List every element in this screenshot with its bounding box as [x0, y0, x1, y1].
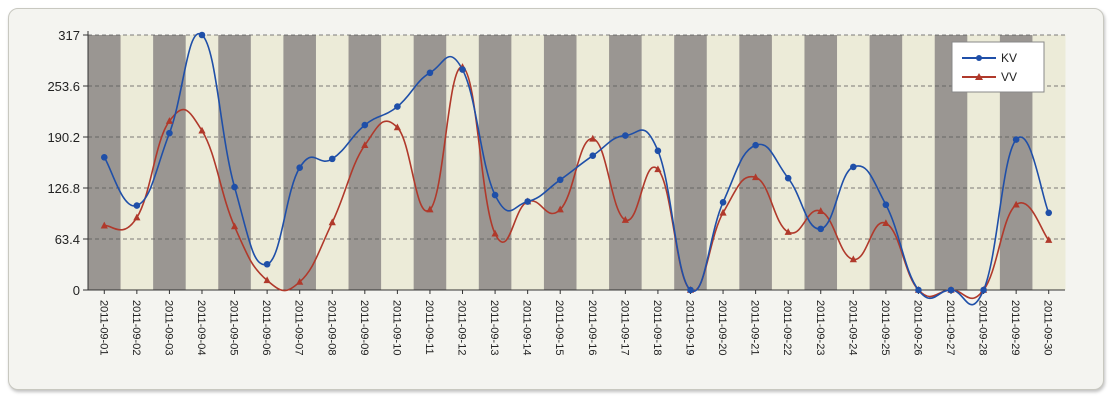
- data-point-kv: [231, 184, 238, 191]
- data-point-kv: [101, 154, 108, 161]
- y-tick-label: 63.4: [55, 232, 80, 247]
- stripe-24: [837, 35, 870, 290]
- data-point-kv: [264, 261, 271, 268]
- stripe-9: [349, 35, 382, 290]
- y-tick-label: 190.2: [47, 130, 80, 145]
- x-tick-label: 2011-09-01: [97, 300, 109, 355]
- legend-box: [952, 42, 1044, 92]
- x-tick-label: 2011-09-06: [260, 300, 272, 355]
- data-point-kv: [1045, 209, 1052, 216]
- stripe-23: [804, 35, 837, 290]
- stripe-25: [870, 35, 903, 290]
- data-point-kv: [883, 201, 890, 208]
- data-point-kv: [915, 287, 922, 294]
- x-tick-label: 2011-09-22: [781, 300, 793, 355]
- stripe-14: [511, 35, 544, 290]
- legend: KV VV: [952, 42, 1044, 92]
- stripe-3: [153, 35, 186, 290]
- x-tick-label: 2011-09-08: [325, 300, 337, 355]
- data-point-kv: [622, 132, 629, 139]
- data-point-kv: [134, 202, 141, 209]
- x-tick-label: 2011-09-30: [1042, 300, 1054, 355]
- x-tick-label: 2011-09-03: [162, 300, 174, 355]
- x-tick-label: 2011-09-09: [358, 300, 370, 355]
- x-tick-label: 2011-09-27: [944, 300, 956, 355]
- x-tick-label: 2011-09-05: [228, 300, 240, 355]
- x-tick-label: 2011-09-07: [293, 300, 305, 355]
- x-tick-label: 2011-09-18: [651, 300, 663, 355]
- data-point-kv: [655, 148, 662, 155]
- stripe-1: [88, 35, 121, 290]
- stripe-12: [446, 35, 479, 290]
- x-tick-labels: 2011-09-01 2011-09-02 2011-09-03 2011-09-04…: [97, 290, 1053, 355]
- x-tick-label: 2011-09-12: [456, 300, 468, 355]
- x-tick-label: 2011-09-17: [618, 300, 630, 355]
- stripe-15: [544, 35, 577, 290]
- x-tick-label: 2011-09-21: [749, 300, 761, 355]
- x-tick-label: 2011-09-29: [1009, 300, 1021, 355]
- x-tick-label: 2011-09-04: [195, 300, 207, 355]
- data-point-kv: [1013, 136, 1020, 143]
- data-point-kv: [948, 287, 955, 294]
- x-tick-label: 2011-09-02: [130, 300, 142, 355]
- x-tick-label: 2011-09-26: [911, 300, 923, 355]
- x-tick-label: 2011-09-11: [423, 300, 435, 355]
- stripe-2: [121, 35, 154, 290]
- legend-kv-label: KV: [1001, 51, 1017, 65]
- x-tick-label: 2011-09-13: [488, 300, 500, 355]
- y-tick-label: 253.6: [47, 79, 80, 94]
- x-tick-label: 2011-09-25: [879, 300, 891, 355]
- x-tick-label: 2011-09-15: [553, 300, 565, 355]
- data-point-kv: [394, 103, 401, 110]
- legend-kv-marker: [976, 55, 982, 61]
- x-tick-label: 2011-09-10: [390, 300, 402, 355]
- x-tick-label: 2011-09-14: [521, 300, 533, 355]
- stripe-21: [739, 35, 772, 290]
- stripe-22: [772, 35, 805, 290]
- y-tick-labels: 0 63.4 126.8 190.2 253.6 317: [47, 28, 80, 298]
- y-tick-label: 126.8: [47, 181, 80, 196]
- data-point-kv: [166, 130, 173, 137]
- x-tick-label: 2011-09-23: [814, 300, 826, 355]
- data-point-kv: [329, 156, 336, 163]
- stripe-8: [316, 35, 349, 290]
- data-point-kv: [720, 199, 727, 206]
- x-tick-label: 2011-09-28: [977, 300, 989, 355]
- data-point-kv: [785, 175, 792, 182]
- x-tick-label: 2011-09-24: [846, 300, 858, 355]
- stripe-26: [902, 35, 935, 290]
- stripe-17: [609, 35, 642, 290]
- x-tick-label: 2011-09-19: [683, 300, 695, 355]
- data-point-kv: [687, 287, 694, 294]
- data-point-kv: [752, 142, 759, 149]
- y-tick-label: 0: [73, 283, 80, 298]
- data-point-kv: [362, 122, 369, 129]
- stripe-13: [479, 35, 512, 290]
- stripe-18: [642, 35, 675, 290]
- stripe-19: [674, 35, 707, 290]
- data-point-kv: [850, 164, 857, 171]
- data-point-kv: [492, 192, 499, 199]
- data-point-kv: [427, 70, 434, 77]
- data-point-kv: [459, 66, 466, 73]
- data-point-kv: [557, 176, 564, 183]
- legend-vv-label: VV: [1001, 70, 1017, 84]
- data-point-kv: [199, 32, 206, 39]
- y-tick-label: 317: [58, 28, 80, 43]
- stripe-6: [251, 35, 284, 290]
- stripe-7: [283, 35, 316, 290]
- data-point-kv: [296, 164, 303, 171]
- stripe-20: [707, 35, 740, 290]
- data-point-kv: [817, 226, 824, 233]
- data-point-kv: [980, 287, 987, 294]
- x-tick-label: 2011-09-16: [586, 300, 598, 355]
- background-stripes: [88, 35, 1066, 290]
- data-point-kv: [589, 152, 596, 159]
- x-tick-label: 2011-09-20: [716, 300, 728, 355]
- data-point-kv: [524, 198, 531, 205]
